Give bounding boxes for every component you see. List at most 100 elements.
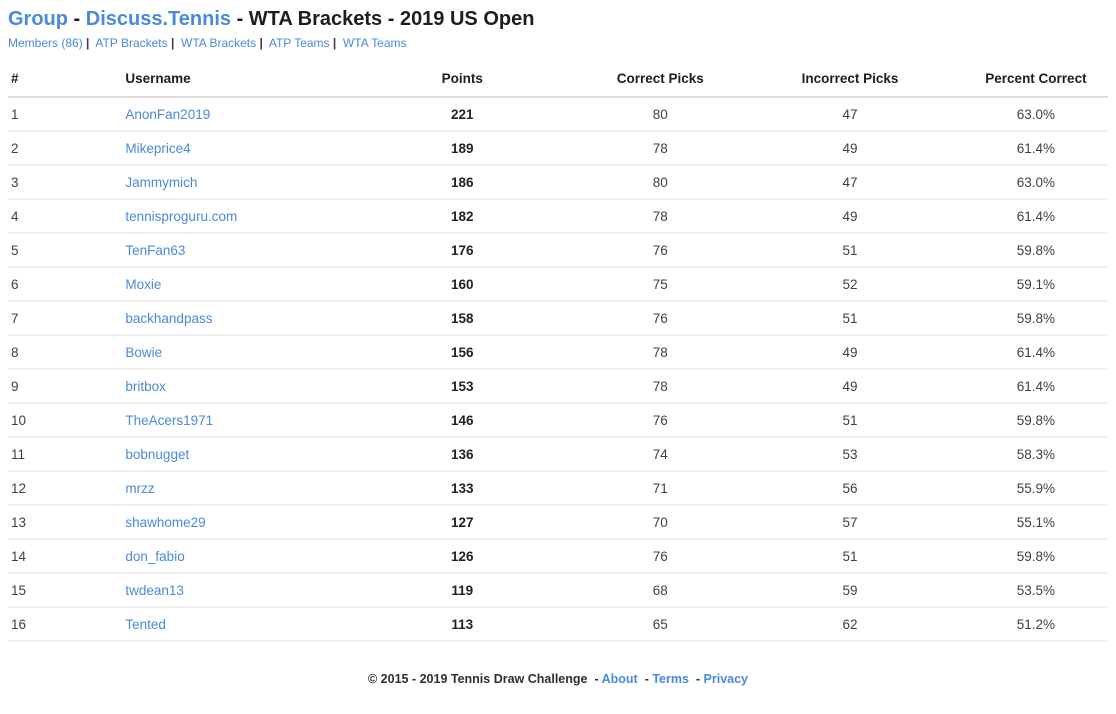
correct-picks-cell: 78 [584,335,737,370]
username-link[interactable]: TenFan63 [125,242,186,258]
username-cell: bobnugget [122,437,341,472]
username-link[interactable]: Moxie [125,276,162,292]
username-link[interactable]: don_fabio [125,548,185,564]
correct-picks-cell: 78 [584,369,737,404]
username-link[interactable]: Tented [125,616,166,632]
percent-correct-cell: 59.8% [963,539,1108,574]
percent-correct-cell: 61.4% [963,131,1108,166]
copyright-text: © 2015 - 2019 Tennis Draw Challenge [368,672,588,686]
username-link[interactable]: Bowie [125,344,163,360]
points-cell: 186 [340,165,585,200]
points-cell: 126 [340,539,585,574]
column-header-correct-picks: Correct Picks [584,64,737,98]
table-row: 8 Bowie 156 78 49 61.4% [8,335,1108,370]
username-link[interactable]: twdean13 [125,582,184,598]
footer-link[interactable]: About [601,672,638,686]
percent-correct-cell: 59.1% [963,267,1108,302]
rank-cell: 1 [8,97,123,132]
points-cell: 119 [340,573,585,608]
percent-correct-cell: 63.0% [963,97,1108,132]
username-cell: shawhome29 [122,505,341,540]
table-row: 10 TheAcers1971 146 76 51 59.8% [8,403,1108,438]
username-cell: twdean13 [122,573,341,608]
username-link[interactable]: mrzz [125,480,155,496]
rank-cell: 8 [8,335,123,370]
username-link[interactable]: shawhome29 [125,514,206,530]
correct-picks-cell: 70 [584,505,737,540]
column-header-points: Points [340,64,585,98]
username-link[interactable]: backhandpass [125,310,213,326]
incorrect-picks-cell: 62 [736,607,964,642]
username-link[interactable]: Mikeprice4 [125,140,191,156]
page-title: Group - Discuss.Tennis - WTA Brackets - … [8,8,1108,30]
username-link[interactable]: bobnugget [125,446,190,462]
column-header-incorrect-picks: Incorrect Picks [736,64,964,98]
username-link[interactable]: tennisproguru.com [125,208,238,224]
incorrect-picks-cell: 51 [736,301,964,336]
username-cell: AnonFan2019 [122,97,341,132]
percent-correct-cell: 63.0% [963,165,1108,200]
nav-link[interactable]: WTA Brackets [181,36,257,50]
points-cell: 127 [340,505,585,540]
points-cell: 136 [340,437,585,472]
percent-correct-cell: 55.9% [963,471,1108,506]
page-header: Group - Discuss.Tennis - WTA Brackets - … [8,8,1108,51]
rank-cell: 13 [8,505,123,540]
table-row: 6 Moxie 160 75 52 59.1% [8,267,1108,302]
correct-picks-cell: 75 [584,267,737,302]
points-cell: 153 [340,369,585,404]
percent-correct-cell: 61.4% [963,335,1108,370]
nav-link[interactable]: WTA Teams [342,36,407,50]
table-row: 11 bobnugget 136 74 53 58.3% [8,437,1108,472]
points-cell: 146 [340,403,585,438]
footer-separator: - [692,672,704,686]
table-row: 5 TenFan63 176 76 51 59.8% [8,233,1108,268]
column-header-rank: # [8,64,123,98]
correct-picks-cell: 65 [584,607,737,642]
nav-link[interactable]: Members (86) [8,36,83,50]
nav-separator: | [167,36,178,50]
rank-cell: 6 [8,267,123,302]
username-cell: mrzz [122,471,341,506]
correct-picks-cell: 76 [584,233,737,268]
nav-link[interactable]: ATP Teams [268,36,330,50]
rank-cell: 16 [8,607,123,642]
column-header-percent-correct: Percent Correct [963,64,1108,98]
footer: © 2015 - 2019 Tennis Draw Challenge - Ab… [8,672,1108,686]
username-cell: don_fabio [122,539,341,574]
incorrect-picks-cell: 51 [736,233,964,268]
footer-separator: - [590,672,602,686]
incorrect-picks-cell: 53 [736,437,964,472]
rank-cell: 12 [8,471,123,506]
leaderboard-table: # Username Points Correct Picks Incorrec… [8,64,1108,642]
username-link[interactable]: britbox [125,378,166,394]
group-link[interactable]: Group [8,8,68,30]
correct-picks-cell: 78 [584,199,737,234]
nav-separator: | [82,36,93,50]
username-cell: britbox [122,369,341,404]
nav-separator: | [329,36,340,50]
table-row: 2 Mikeprice4 189 78 49 61.4% [8,131,1108,166]
points-cell: 133 [340,471,585,506]
footer-link[interactable]: Terms [652,672,689,686]
points-cell: 158 [340,301,585,336]
site-link[interactable]: Discuss.Tennis [85,8,232,30]
table-header: # Username Points Correct Picks Incorrec… [8,64,1108,98]
rank-cell: 15 [8,573,123,608]
points-cell: 176 [340,233,585,268]
footer-separator: - [641,672,653,686]
footer-link[interactable]: Privacy [703,672,748,686]
table-body: 1 AnonFan2019 221 80 47 63.0% 2 Mikepric… [8,97,1108,642]
rank-cell: 2 [8,131,123,166]
nav-link[interactable]: ATP Brackets [95,36,168,50]
rank-cell: 7 [8,301,123,336]
username-link[interactable]: TheAcers1971 [125,412,214,428]
rank-cell: 5 [8,233,123,268]
subnav: Members (86) | ATP Brackets | WTA Bracke… [8,36,1108,51]
points-cell: 189 [340,131,585,166]
username-cell: Mikeprice4 [122,131,341,166]
username-link[interactable]: Jammymich [125,174,198,190]
username-link[interactable]: AnonFan2019 [125,106,211,122]
incorrect-picks-cell: 49 [736,335,964,370]
points-cell: 160 [340,267,585,302]
